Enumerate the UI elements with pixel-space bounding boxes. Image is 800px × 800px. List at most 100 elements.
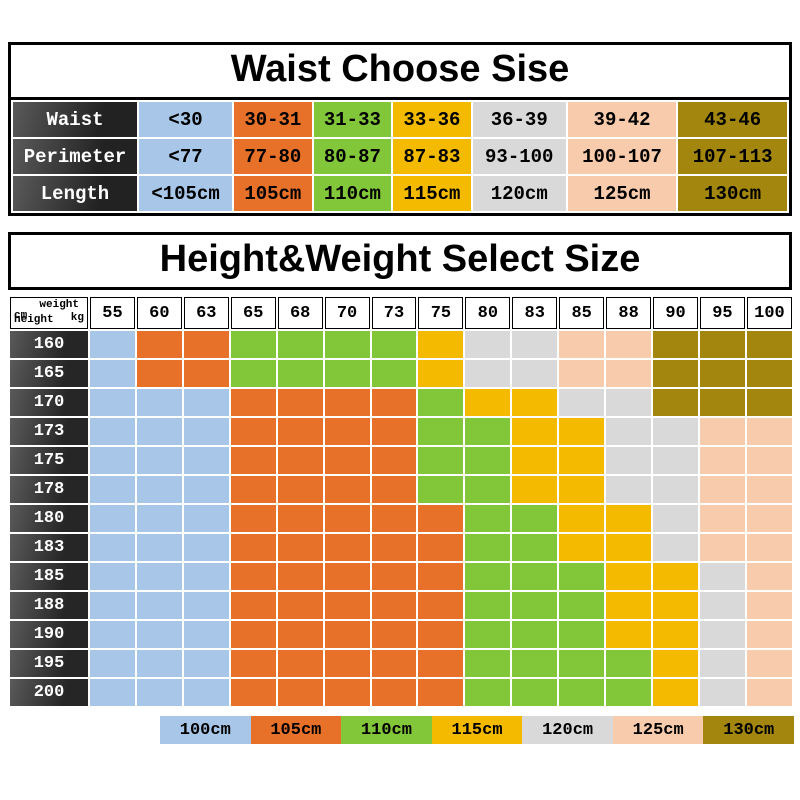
size-cell-100cm [183, 418, 229, 445]
size-cell-105cm [230, 679, 276, 706]
weight-column-header: 60 [136, 297, 182, 329]
matrix-header-row: weight kg cm height 55 60 63 65 68 70 73 75 80 83… [10, 297, 792, 329]
size-cell-130cm [746, 389, 792, 416]
matrix-row: 200 [10, 679, 792, 706]
size-cell-125cm [746, 476, 792, 503]
size-cell-120cm [465, 331, 511, 358]
size-cell-100cm [90, 447, 135, 474]
height-row-label: 195 [10, 650, 88, 677]
size-cell-110cm [418, 418, 464, 445]
size-cell-115cm [606, 592, 652, 619]
waist-cell-size-115: 87-83 [393, 139, 471, 174]
size-cell-105cm [277, 563, 323, 590]
size-cell-100cm [136, 650, 182, 677]
height-row-label: 175 [10, 447, 88, 474]
size-cell-100cm [136, 447, 182, 474]
size-cell-100cm [90, 563, 135, 590]
size-cell-110cm [465, 679, 511, 706]
matrix-row: 160 [10, 331, 792, 358]
weight-column-header: 63 [183, 297, 229, 329]
size-cell-105cm [136, 331, 182, 358]
size-cell-125cm [606, 331, 652, 358]
matrix-row: 188 [10, 592, 792, 619]
size-cell-105cm [230, 621, 276, 648]
size-cell-115cm [465, 389, 511, 416]
size-cell-100cm [183, 679, 229, 706]
size-cell-105cm [277, 418, 323, 445]
size-cell-100cm [90, 679, 135, 706]
height-row-label: 165 [10, 360, 88, 387]
size-cell-110cm [418, 476, 464, 503]
size-cell-100cm [136, 389, 182, 416]
size-cell-125cm [746, 447, 792, 474]
size-cell-105cm [324, 592, 370, 619]
matrix-row: 170 [10, 389, 792, 416]
matrix-row: 178 [10, 476, 792, 503]
size-cell-105cm [277, 650, 323, 677]
legend-item-100cm: 100cm [160, 716, 251, 744]
legend-item-110cm: 110cm [341, 716, 432, 744]
size-cell-110cm [512, 650, 558, 677]
height-axis-label: height [14, 314, 54, 326]
size-cell-100cm [183, 650, 229, 677]
matrix-row: 175 [10, 447, 792, 474]
height-row-label: 183 [10, 534, 88, 561]
size-cell-115cm [606, 563, 652, 590]
size-cell-110cm [465, 650, 511, 677]
size-cell-120cm [653, 534, 698, 561]
size-cell-100cm [136, 592, 182, 619]
size-cell-115cm [512, 447, 558, 474]
weight-column-header: 55 [90, 297, 135, 329]
size-cell-105cm [371, 447, 417, 474]
size-cell-130cm [746, 331, 792, 358]
waist-table-row: Waist <30 30-31 31-33 33-36 36-39 39-42 43-46 [13, 102, 787, 137]
size-cell-105cm [277, 447, 323, 474]
waist-size-panel: Waist Choose Sise Waist <30 30-31 31-33 33-3… [8, 42, 792, 216]
waist-table-row: Perimeter <77 77-80 80-87 87-83 93-100 100-107… [13, 139, 787, 174]
size-cell-120cm [653, 476, 698, 503]
size-cell-110cm [418, 447, 464, 474]
size-cell-130cm [699, 331, 745, 358]
size-cell-115cm [653, 650, 698, 677]
size-cell-105cm [230, 563, 276, 590]
weight-column-header: 65 [230, 297, 276, 329]
weight-column-header: 68 [277, 297, 323, 329]
size-cell-115cm [653, 563, 698, 590]
size-cell-125cm [606, 360, 652, 387]
matrix-row: 165 [10, 360, 792, 387]
size-cell-105cm [371, 592, 417, 619]
size-cell-115cm [512, 389, 558, 416]
matrix-row: 185 [10, 563, 792, 590]
size-cell-100cm [136, 679, 182, 706]
size-cell-120cm [653, 447, 698, 474]
weight-axis-unit: kg [70, 312, 84, 324]
size-cell-110cm [230, 360, 276, 387]
waist-cell-size-130: 107-113 [678, 139, 787, 174]
size-cell-110cm [606, 650, 652, 677]
size-cell-125cm [746, 505, 792, 532]
size-cell-115cm [559, 505, 605, 532]
weight-column-header: 85 [559, 297, 605, 329]
size-cell-110cm [230, 331, 276, 358]
size-cell-115cm [559, 418, 605, 445]
waist-cell-size-105: 105cm [234, 176, 312, 211]
size-cell-120cm [606, 476, 652, 503]
size-cell-120cm [465, 360, 511, 387]
size-cell-105cm [324, 418, 370, 445]
size-cell-105cm [324, 447, 370, 474]
size-cell-105cm [324, 650, 370, 677]
size-cell-105cm [371, 505, 417, 532]
size-cell-110cm [512, 592, 558, 619]
size-cell-100cm [90, 476, 135, 503]
legend-item-105cm: 105cm [250, 716, 342, 744]
height-row-label: 185 [10, 563, 88, 590]
size-cell-115cm [653, 679, 698, 706]
size-cell-105cm [371, 418, 417, 445]
weight-axis-label: weight [39, 299, 79, 311]
size-cell-105cm [371, 389, 417, 416]
size-cell-120cm [606, 389, 652, 416]
size-cell-100cm [136, 418, 182, 445]
size-cell-110cm [512, 563, 558, 590]
size-cell-105cm [277, 505, 323, 532]
matrix-row: 180 [10, 505, 792, 532]
